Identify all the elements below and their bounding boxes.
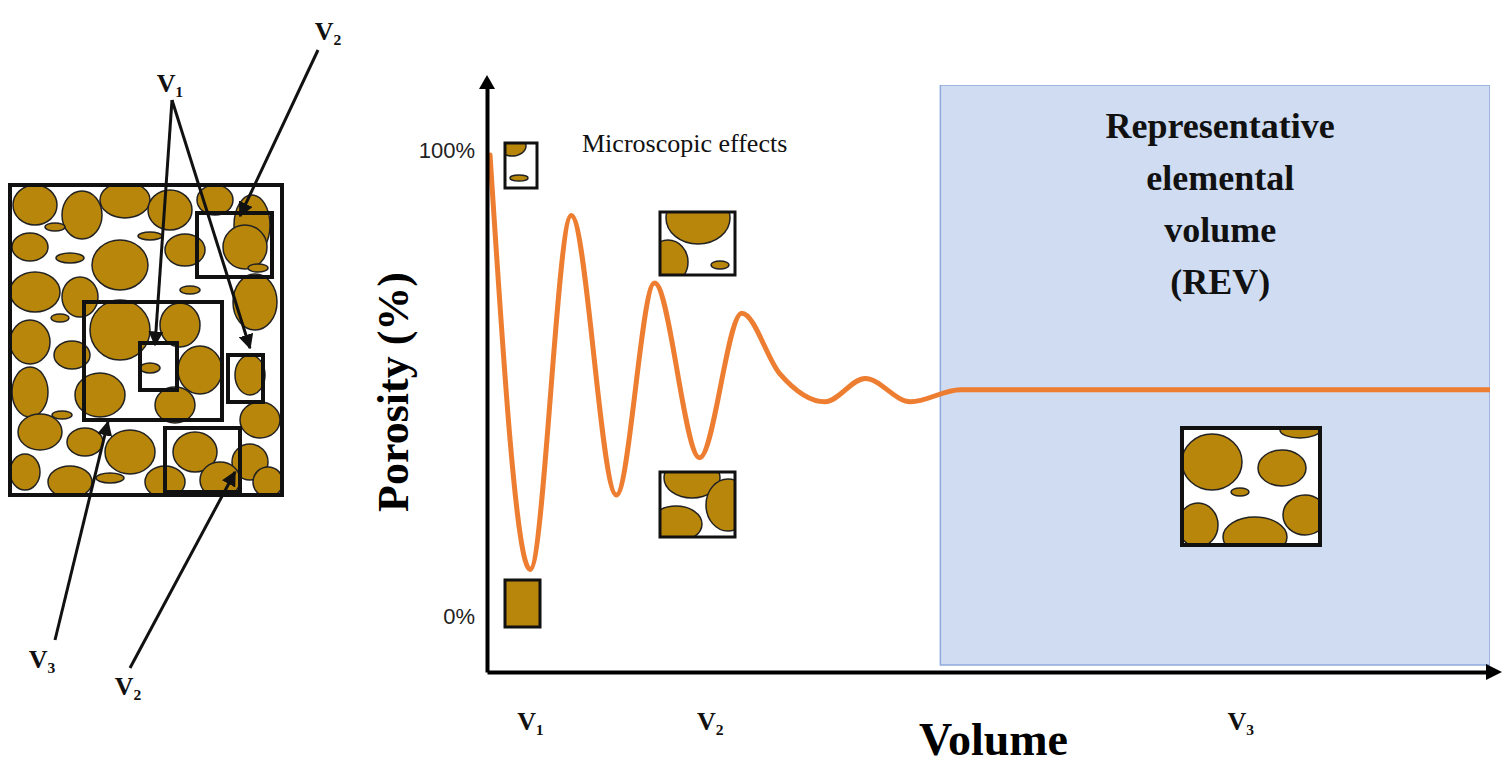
grain: [505, 143, 526, 156]
x-tick: V₁: [517, 672, 544, 736]
grain: [235, 355, 265, 395]
thumbnails: [482, 136, 1327, 643]
schematic-label: V₁: [157, 69, 184, 98]
y-tick: 0%: [443, 604, 487, 629]
grain: [1258, 450, 1306, 486]
sample: [10, 182, 283, 498]
grain: [155, 387, 195, 423]
grain: [178, 346, 222, 394]
sub-volume: [197, 213, 272, 277]
grain: [1223, 517, 1287, 545]
porosity-curve: [490, 155, 1490, 570]
grain: [1182, 434, 1242, 490]
grain: [140, 363, 160, 373]
grain: [105, 430, 155, 474]
thumb: [498, 136, 537, 188]
grain: [505, 580, 540, 627]
schematic-label: V₃: [29, 645, 56, 674]
sub-volume: [140, 343, 177, 390]
grain: [660, 506, 702, 537]
box-frame: [505, 580, 540, 627]
box-frame: [660, 472, 735, 537]
x-tick: V₂: [697, 672, 724, 736]
grain: [666, 212, 730, 244]
grain: [10, 272, 60, 312]
axis-arrow: [479, 75, 495, 89]
y-tick: 100%: [419, 138, 487, 163]
figure: V₁ V₂ V₂ V₃ 0% 100% V₁ V₂ V₃ Porosity (%) Volume Mi…: [0, 0, 1506, 767]
grain: [12, 367, 48, 417]
x-tick-label: V₃: [1227, 707, 1254, 736]
grain: [62, 191, 102, 239]
box-frame: [660, 212, 735, 275]
grain: [660, 240, 688, 275]
grain: [100, 185, 150, 218]
grain: [12, 233, 48, 261]
grain: [56, 253, 84, 263]
schematic-label: V₂: [115, 672, 142, 701]
y-axis: 0% 100%: [419, 86, 488, 673]
thumb: [648, 192, 735, 284]
grain: [706, 479, 735, 531]
grain: [180, 286, 200, 294]
grain: [711, 261, 729, 269]
rev-region: [940, 85, 1490, 665]
thumb: [650, 458, 750, 542]
box-frame: [10, 185, 282, 495]
schematic: V₁ V₂ V₂ V₃: [10, 17, 341, 701]
grain: [45, 223, 65, 231]
box-ground: [10, 185, 282, 495]
grain: [1182, 503, 1218, 545]
schematic-label: V₂: [315, 17, 342, 46]
grain: [51, 314, 69, 322]
plot-area: [490, 85, 1490, 665]
sub-volume: [228, 355, 263, 402]
x-axis-line: [488, 671, 1491, 675]
arrow: [155, 100, 172, 345]
thumb: [1178, 422, 1327, 557]
grain: [160, 303, 200, 347]
grain: [223, 225, 267, 269]
grain: [62, 277, 98, 317]
grain: [510, 175, 528, 181]
x-tick: V₃: [1227, 672, 1254, 736]
y-tick-label: 100%: [419, 138, 475, 163]
arrow: [55, 422, 108, 640]
sub-volume: [84, 302, 222, 420]
grain: [148, 190, 192, 230]
grain: [18, 414, 62, 450]
grain: [10, 320, 50, 364]
x-tick-label: V₂: [697, 707, 724, 736]
grain: [138, 232, 162, 240]
grain: [253, 467, 282, 495]
grain: [13, 185, 57, 225]
region-label: Representativeelementalvolume(REV): [1106, 106, 1335, 302]
grain: [48, 466, 92, 495]
grain: [96, 473, 124, 483]
arrow: [240, 50, 318, 216]
axis-arrow: [1486, 664, 1502, 680]
y-tick-label: 0%: [443, 604, 475, 629]
grain: [233, 274, 277, 330]
grain: [10, 454, 40, 490]
grain: [1231, 488, 1249, 496]
grain: [67, 428, 103, 456]
grain: [1283, 495, 1320, 535]
grain: [240, 402, 280, 438]
grain: [52, 411, 72, 419]
arrow: [130, 472, 235, 668]
grain: [92, 240, 148, 290]
thumb: [482, 563, 562, 643]
box-frame: [505, 143, 537, 188]
arrow: [172, 100, 250, 348]
y-axis-title: Porosity (%): [369, 272, 418, 512]
x-tick-label: V₁: [517, 707, 544, 736]
grain: [248, 264, 268, 272]
y-axis-line: [486, 86, 490, 673]
annotation: Microscopic effects: [582, 129, 787, 158]
x-axis-title: Volume: [919, 714, 1068, 765]
box-frame: [1182, 428, 1320, 545]
